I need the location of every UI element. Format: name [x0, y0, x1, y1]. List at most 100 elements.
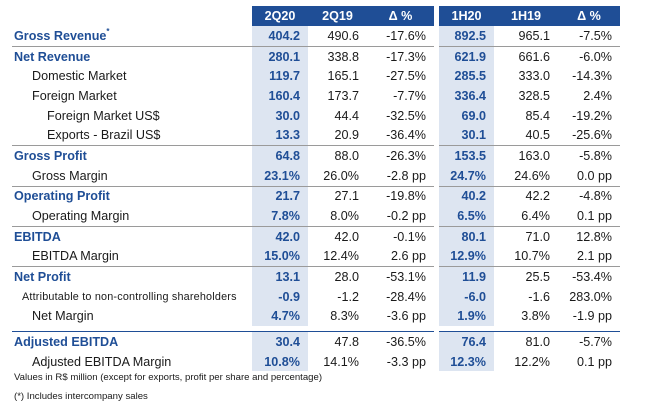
cell-delta-half: -14.3% — [572, 69, 612, 84]
cell-1h19: 12.2% — [514, 354, 550, 369]
cell-2q20: 160.4 — [252, 86, 308, 106]
header-1h20: 1H20 — [439, 6, 494, 26]
cell-2q20: 23.1% — [252, 165, 308, 186]
row-label: Net Margin — [32, 309, 94, 324]
row-label: EBITDA Margin — [32, 249, 119, 264]
row-ebitda-margin: EBITDA Margin 15.0% 12.4% 2.6 pp 12.9% 1… — [12, 246, 620, 267]
row-adjusted-ebitda-margin: Adjusted EBITDA Margin 10.8% 14.1% -3.3 … — [12, 351, 620, 372]
cell-delta-half: 0.0 pp — [576, 168, 612, 183]
header-gap — [434, 6, 439, 26]
row-label: Attributable to non-controlling sharehol… — [22, 290, 237, 303]
cell-delta-quarter: -3.3 pp — [386, 354, 426, 369]
cell-1h20: 6.5% — [439, 206, 494, 227]
row-label-text: Gross Revenue — [14, 28, 107, 43]
cell-1h19: 3.8% — [521, 309, 550, 324]
cell-2q20: 119.7 — [252, 66, 308, 87]
row-gross-margin: Gross Margin 23.1% 26.0% -2.8 pp 24.7% 2… — [12, 165, 620, 186]
cell-delta-half: -19.2% — [572, 108, 612, 123]
row-label: Gross Revenue* — [12, 26, 252, 46]
cell-2q19: 173.7 — [327, 88, 359, 103]
cell-delta-half: 0.1 pp — [576, 209, 612, 224]
cell-2q19: 42.0 — [308, 225, 367, 247]
cell-1h19: 71.0 — [494, 225, 558, 247]
gap-cell — [434, 331, 439, 352]
cell-delta-quarter: -3.6 pp — [386, 309, 426, 324]
cell-2q19: 44.4 — [334, 108, 359, 123]
gap-cell — [434, 206, 439, 227]
cell-delta-quarter: -2.8 pp — [386, 168, 426, 183]
gap-cell — [434, 286, 439, 307]
gap-cell — [434, 105, 439, 126]
cell-2q19: -1.2 — [337, 289, 359, 304]
cell-delta-quarter: -7.7% — [393, 88, 426, 103]
cell-2q19: 165.1 — [327, 69, 359, 84]
cell-2q19: 8.0% — [330, 209, 359, 224]
row-domestic-market: Domestic Market 119.7 165.1 -27.5% 285.5… — [12, 66, 620, 87]
gap-cell — [434, 246, 439, 267]
cell-2q20: 15.0% — [252, 246, 308, 267]
cell-2q19: 47.8 — [308, 330, 367, 352]
cell-2q20: 13.3 — [252, 125, 308, 146]
cell-1h20: 336.4 — [439, 86, 494, 106]
row-label: Adjusted EBITDA Margin — [32, 354, 172, 369]
cell-1h20: 285.5 — [439, 66, 494, 87]
row-exports-brazil-usd: Exports - Brazil US$ 13.3 20.9 -36.4% 30… — [12, 125, 620, 146]
cell-1h20: 12.3% — [439, 351, 494, 372]
cell-delta-quarter: -0.1% — [367, 225, 434, 247]
cell-2q20: 404.2 — [252, 26, 308, 47]
gap-cell — [434, 145, 439, 166]
cell-2q19: 28.0 — [308, 266, 367, 287]
row-ebitda: EBITDA 42.0 42.0 -0.1% 80.1 71.0 12.8% — [12, 225, 620, 247]
gap-cell — [434, 86, 439, 106]
cell-delta-quarter: -32.5% — [386, 108, 426, 123]
cell-1h19: 10.7% — [514, 249, 550, 264]
cell-delta-quarter: -19.8% — [367, 185, 434, 207]
cell-2q19: 26.0% — [323, 168, 359, 183]
cell-delta-quarter: -17.3% — [367, 45, 434, 67]
cell-delta-quarter: -36.4% — [386, 128, 426, 143]
cell-delta-quarter: -36.5% — [367, 330, 434, 352]
cell-2q20: 21.7 — [252, 185, 308, 207]
cell-delta-quarter: -17.6% — [386, 28, 426, 43]
gap-cell — [434, 186, 439, 207]
cell-2q19: 88.0 — [308, 145, 367, 166]
row-net-revenue: Net Revenue 280.1 338.8 -17.3% 621.9 661… — [12, 45, 620, 67]
cell-1h20: 153.5 — [439, 145, 494, 166]
row-label: Net Profit — [12, 266, 252, 287]
gap-cell — [434, 351, 439, 372]
table-header-row: 2Q20 2Q19 Δ % 1H20 1H19 Δ % — [12, 6, 620, 26]
cell-1h20: 892.5 — [439, 26, 494, 47]
cell-2q20: 13.1 — [252, 266, 308, 287]
cell-1h20: 80.1 — [439, 225, 494, 247]
row-operating-margin: Operating Margin 7.8% 8.0% -0.2 pp 6.5% … — [12, 206, 620, 227]
gap-cell — [434, 266, 439, 287]
cell-2q20: 30.0 — [252, 105, 308, 126]
header-2q20: 2Q20 — [252, 6, 308, 26]
row-label: Net Revenue — [12, 45, 252, 67]
cell-delta-half: 2.4% — [583, 88, 612, 103]
cell-delta-half: -53.4% — [558, 266, 620, 287]
row-adjusted-ebitda: Adjusted EBITDA 30.4 47.8 -36.5% 76.4 81… — [12, 330, 620, 352]
gap-cell — [434, 165, 439, 186]
cell-1h20: 12.9% — [439, 246, 494, 267]
cell-delta-quarter: -53.1% — [367, 266, 434, 287]
header-1h19: 1H19 — [494, 6, 558, 26]
cell-1h19: 328.5 — [518, 88, 550, 103]
cell-delta-quarter: -28.4% — [386, 289, 426, 304]
row-foreign-market: Foreign Market 160.4 173.7 -7.7% 336.4 3… — [12, 86, 620, 106]
cell-delta-half: 283.0% — [569, 289, 612, 304]
cell-1h20: -6.0 — [439, 286, 494, 307]
gap-cell — [434, 66, 439, 87]
cell-1h20: 69.0 — [439, 105, 494, 126]
cell-1h19: 85.4 — [525, 108, 550, 123]
row-gross-profit: Gross Profit 64.8 88.0 -26.3% 153.5 163.… — [12, 145, 620, 166]
cell-1h19: 661.6 — [494, 45, 558, 67]
gap-cell — [434, 125, 439, 146]
gap-cell — [434, 46, 439, 67]
cell-2q20: 30.4 — [252, 330, 308, 352]
cell-1h19: 24.6% — [514, 168, 550, 183]
row-label: Foreign Market US$ — [47, 108, 160, 123]
cell-delta-quarter: -27.5% — [386, 69, 426, 84]
cell-1h19: 42.2 — [494, 185, 558, 207]
cell-2q20: 42.0 — [252, 225, 308, 247]
